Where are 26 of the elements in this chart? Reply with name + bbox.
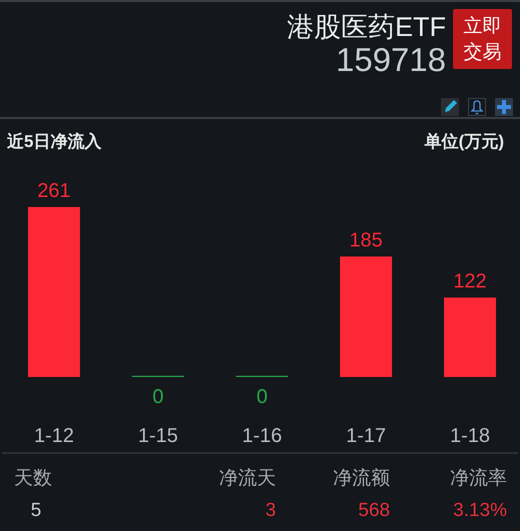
x-tick-label: 1-17 — [346, 425, 386, 447]
data-label: 0 — [152, 386, 164, 408]
text: 港股医药ETF — [287, 12, 446, 42]
bar — [28, 207, 80, 377]
x-tick-label: 1-16 — [242, 425, 282, 447]
x-tick-label: 1-15 — [138, 425, 178, 447]
data-label: 185 — [349, 230, 383, 252]
text: 5 — [30, 500, 42, 521]
text: 568 — [358, 500, 390, 521]
chart-title: 近5日净流入 — [6, 132, 102, 151]
bar — [444, 298, 496, 377]
x-tick-label: 1-12 — [34, 425, 74, 447]
text: 净流额 — [333, 467, 390, 489]
text: 3 — [265, 500, 276, 521]
text: 天数 — [14, 468, 52, 489]
text: 净流天 — [219, 467, 276, 489]
data-label: 261 — [37, 180, 71, 202]
text: 159718 — [336, 41, 446, 78]
text: 3.13% — [453, 500, 508, 521]
data-label: 0 — [256, 386, 268, 408]
text: 单位(万元) — [424, 132, 504, 151]
x-tick-label: 1-18 — [450, 425, 490, 447]
button: 立即交易 — [453, 9, 512, 69]
bar — [340, 256, 392, 377]
text: 净流率 — [450, 467, 507, 489]
data-label: 122 — [453, 270, 487, 293]
